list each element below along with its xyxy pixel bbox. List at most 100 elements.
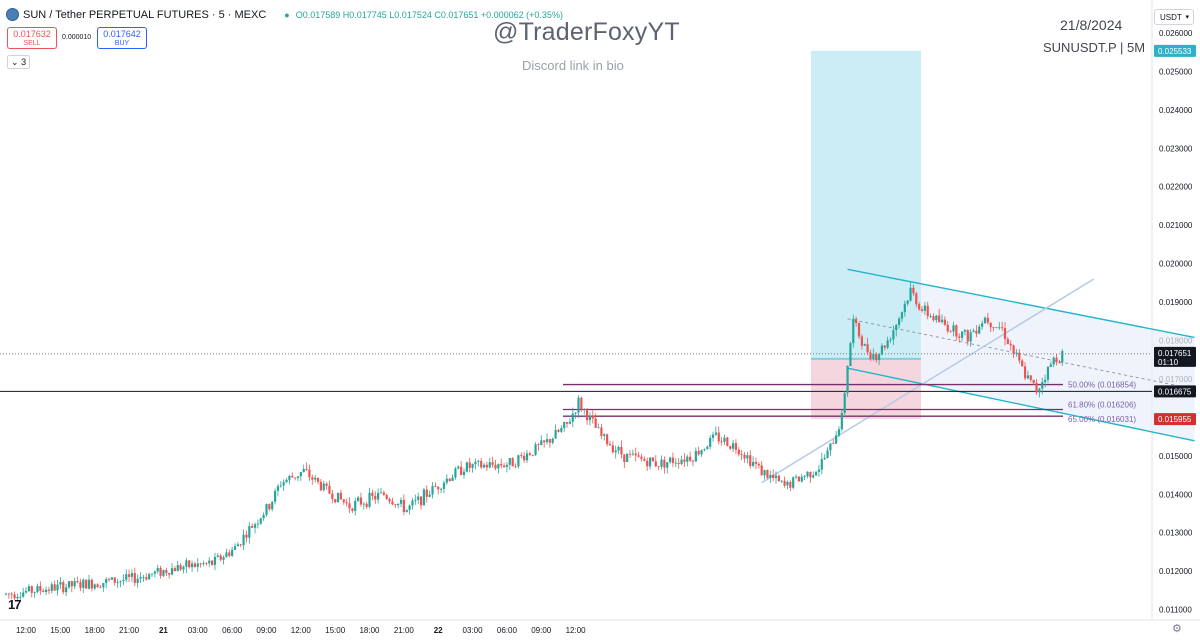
candle-body: [24, 590, 28, 593]
y-tick-label: 0.020000: [1159, 260, 1193, 269]
candle-body: [869, 352, 872, 359]
candle-body: [583, 409, 586, 411]
candle-body: [534, 444, 537, 456]
buy-label: BUY: [114, 40, 130, 47]
candle-body: [786, 481, 789, 486]
candle-body: [946, 324, 949, 332]
candle-body: [248, 526, 251, 538]
candle-body: [1012, 345, 1015, 354]
candle-body: [906, 300, 909, 304]
candle-body: [912, 287, 915, 294]
candle-body: [59, 582, 62, 585]
candle-body: [271, 501, 274, 510]
candle-body: [362, 503, 365, 505]
candle-body: [182, 566, 185, 570]
candle-body: [540, 440, 543, 445]
candle-body: [471, 464, 474, 468]
tradingview-logo-icon[interactable]: 17: [8, 597, 22, 612]
candle-body: [87, 579, 91, 589]
candle-body: [806, 471, 809, 477]
candle-body: [1038, 388, 1041, 393]
candle-body: [1003, 328, 1007, 340]
candle-body: [188, 560, 191, 568]
candle-body: [568, 421, 572, 424]
candle-body: [774, 475, 778, 479]
candle-body: [929, 316, 932, 317]
candle-body: [932, 316, 935, 321]
candle-body: [345, 502, 348, 504]
candle-body: [646, 460, 649, 467]
candle-body: [148, 574, 151, 580]
candle-body: [127, 574, 131, 577]
candle-body: [737, 449, 740, 455]
candle-body: [837, 429, 841, 436]
candle-body: [920, 309, 924, 311]
candle-body: [969, 332, 972, 342]
candle-body: [846, 365, 849, 393]
candle-body: [328, 485, 331, 494]
candle-body: [153, 571, 156, 574]
buy-price: 0.017642: [103, 29, 141, 39]
symbol-header[interactable]: SUN / Tether PERPETUAL FUTURES · 5 · MEX…: [6, 8, 563, 21]
buy-button[interactable]: 0.017642 BUY: [97, 27, 147, 49]
candle-body: [336, 492, 340, 503]
candle-body: [219, 555, 222, 560]
candle-body: [689, 456, 692, 461]
candle-body: [520, 455, 523, 457]
symbol-title[interactable]: SUN / Tether PERPETUAL FUTURES · 5 · MEX…: [23, 8, 267, 21]
candle-body: [686, 456, 689, 462]
candle-body: [308, 469, 311, 478]
candle-body: [1018, 352, 1021, 361]
sell-label: SELL: [23, 40, 41, 47]
candle-body: [560, 428, 563, 432]
candle-body: [986, 317, 989, 323]
x-tick-label: 15:00: [325, 626, 346, 635]
candle-body: [482, 464, 486, 468]
candle-body: [236, 544, 239, 547]
candle-body: [139, 577, 142, 579]
candle-body: [417, 496, 420, 500]
candle-body: [228, 552, 231, 556]
candle-body: [185, 560, 188, 567]
candle-body: [44, 589, 48, 592]
indicators-collapse-button[interactable]: ⌄ 3: [7, 55, 31, 69]
y-tick-label: 0.025000: [1159, 67, 1193, 76]
price-tag-horizontal-line: 0.016675: [1158, 387, 1192, 396]
candle-body: [462, 471, 466, 476]
candle-body: [608, 444, 612, 446]
candle-body: [334, 499, 337, 503]
candle-body: [440, 488, 443, 490]
candle-body: [30, 586, 33, 593]
sell-button[interactable]: 0.017632 SELL: [7, 27, 57, 49]
candle-body: [860, 336, 863, 346]
chart-pair: SUNUSDT.P | 5M: [1043, 40, 1146, 55]
candle-body: [50, 584, 53, 591]
candle-body: [342, 499, 345, 503]
candle-body: [674, 462, 677, 464]
gear-icon[interactable]: ⚙: [1172, 623, 1182, 635]
candle-body: [620, 447, 623, 455]
y-tick-label: 0.024000: [1159, 106, 1193, 115]
candle-body: [877, 354, 881, 361]
candle-body: [628, 453, 632, 455]
candle-body: [780, 480, 783, 482]
currency-selector[interactable]: USDT ▾: [1154, 9, 1194, 25]
candle-body: [371, 492, 374, 496]
candle-body: [909, 287, 912, 301]
candle-body: [65, 587, 68, 593]
y-tick-label: 0.012000: [1159, 567, 1193, 576]
candle-body: [1032, 379, 1035, 384]
candle-body: [251, 526, 254, 528]
last-price-tag-bg: [1154, 346, 1196, 367]
ohlc-values: O0.017589 H0.017745 L0.017524 C0.017651 …: [295, 9, 563, 20]
candle-body: [193, 563, 197, 567]
candle-body: [368, 492, 371, 507]
candle-body: [998, 327, 1001, 329]
candle-body: [76, 581, 79, 583]
candle-body: [740, 454, 743, 456]
x-tick-label: 15:00: [50, 626, 71, 635]
candle-body: [233, 546, 237, 550]
candle-body: [245, 534, 248, 538]
candle-body: [600, 427, 603, 436]
